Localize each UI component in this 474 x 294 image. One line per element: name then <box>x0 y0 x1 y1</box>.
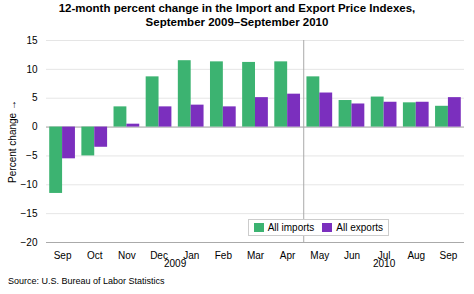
svg-text:15: 15 <box>26 34 38 45</box>
svg-text:Sep: Sep <box>54 249 72 260</box>
svg-text:Percent change →: Percent change → <box>7 100 18 183</box>
svg-text:10: 10 <box>26 63 38 74</box>
svg-text:−15: −15 <box>21 207 38 218</box>
svg-text:Apr: Apr <box>280 249 296 260</box>
svg-text:0: 0 <box>32 121 38 132</box>
svg-text:Aug: Aug <box>407 249 425 260</box>
svg-text:2009: 2009 <box>164 257 187 268</box>
svg-text:Jul: Jul <box>377 249 391 261</box>
svg-text:Dec: Dec <box>150 249 168 261</box>
svg-text:Feb: Feb <box>215 249 233 260</box>
html-text:All exports: All exports <box>336 221 383 233</box>
svg-text:5: 5 <box>32 92 38 103</box>
svg-text:Mar: Mar <box>247 249 265 260</box>
svg-text:May: May <box>310 249 329 260</box>
svg-text:Jan: Jan <box>183 249 200 261</box>
svg-text:Jun: Jun <box>344 249 360 260</box>
svg-text:−5: −5 <box>26 150 38 161</box>
svg-text:−10: −10 <box>21 179 38 190</box>
svg-text:2010: 2010 <box>373 257 396 268</box>
html-text:All imports: All imports <box>267 221 315 233</box>
html-text:Source: U.S. Bureau of Labor S: Source: U.S. Bureau of Labor Statistics <box>8 275 165 286</box>
svg-text:Oct: Oct <box>87 249 103 260</box>
svg-text:Sep: Sep <box>440 249 458 260</box>
html-text:12-month percent change in the: 12-month percent change in the Import an… <box>58 2 416 28</box>
svg-text:Nov: Nov <box>118 249 136 260</box>
svg-text:−20: −20 <box>21 236 38 247</box>
